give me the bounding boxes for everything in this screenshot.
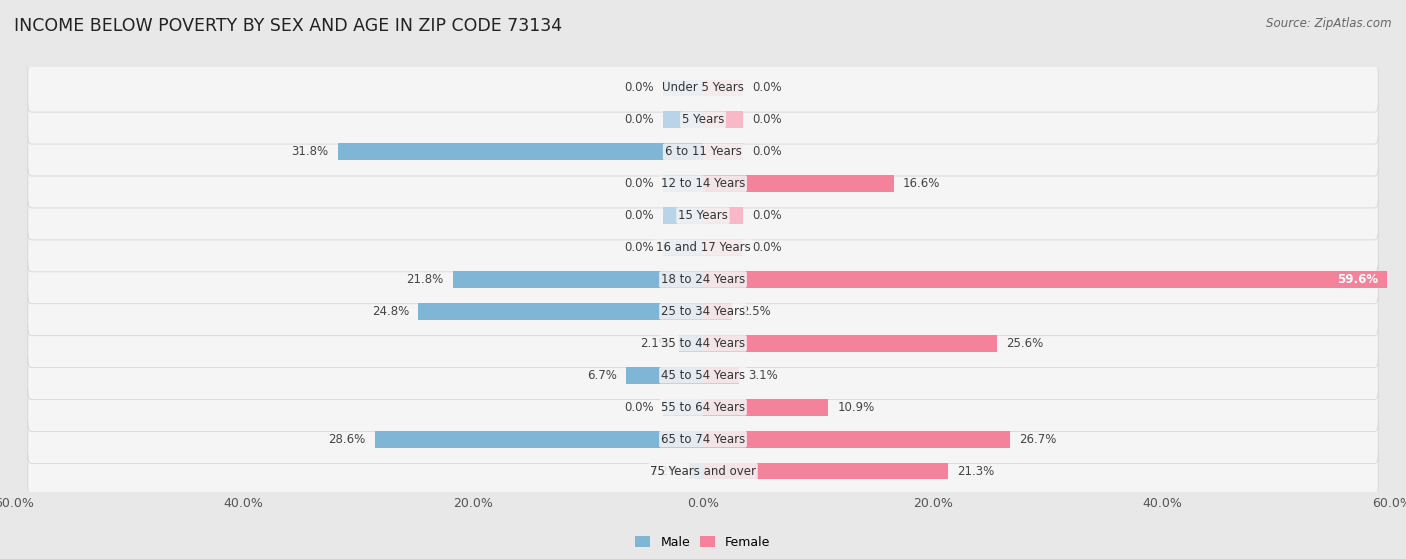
Text: 35 to 44 Years: 35 to 44 Years bbox=[661, 337, 745, 350]
Bar bbox=[703, 207, 744, 224]
Text: 15 Years: 15 Years bbox=[678, 209, 728, 222]
FancyBboxPatch shape bbox=[28, 191, 1378, 240]
Text: 2.5%: 2.5% bbox=[741, 305, 770, 318]
Bar bbox=[703, 111, 744, 128]
Text: 28.6%: 28.6% bbox=[328, 433, 366, 446]
Text: 6.7%: 6.7% bbox=[588, 369, 617, 382]
Text: 16.6%: 16.6% bbox=[903, 177, 941, 190]
Bar bbox=[662, 111, 703, 128]
Text: 0.0%: 0.0% bbox=[752, 113, 782, 126]
Text: 0.0%: 0.0% bbox=[624, 82, 654, 94]
Text: 26.7%: 26.7% bbox=[1019, 433, 1056, 446]
Bar bbox=[337, 144, 703, 160]
Bar bbox=[662, 239, 703, 256]
Text: 0.0%: 0.0% bbox=[752, 82, 782, 94]
Text: 21.3%: 21.3% bbox=[956, 465, 994, 477]
Text: 45 to 54 Years: 45 to 54 Years bbox=[661, 369, 745, 382]
Bar bbox=[626, 367, 703, 383]
Bar bbox=[662, 79, 703, 96]
FancyBboxPatch shape bbox=[28, 415, 1378, 463]
FancyBboxPatch shape bbox=[28, 319, 1378, 368]
Text: 1.2%: 1.2% bbox=[650, 465, 681, 477]
Bar bbox=[374, 431, 703, 448]
FancyBboxPatch shape bbox=[28, 351, 1378, 400]
Bar bbox=[703, 463, 948, 480]
Bar bbox=[418, 303, 703, 320]
Text: 65 to 74 Years: 65 to 74 Years bbox=[661, 433, 745, 446]
Text: 21.8%: 21.8% bbox=[406, 273, 443, 286]
Bar bbox=[453, 271, 703, 288]
Text: 75 Years and over: 75 Years and over bbox=[650, 465, 756, 477]
Text: 0.0%: 0.0% bbox=[752, 241, 782, 254]
Text: 10.9%: 10.9% bbox=[838, 401, 875, 414]
Text: 3.1%: 3.1% bbox=[748, 369, 778, 382]
Bar bbox=[703, 303, 731, 320]
Bar bbox=[703, 367, 738, 383]
FancyBboxPatch shape bbox=[28, 96, 1378, 144]
Text: 2.1%: 2.1% bbox=[640, 337, 669, 350]
FancyBboxPatch shape bbox=[28, 255, 1378, 304]
Text: 0.0%: 0.0% bbox=[624, 177, 654, 190]
Bar bbox=[703, 144, 744, 160]
Text: 0.0%: 0.0% bbox=[624, 209, 654, 222]
Bar bbox=[679, 335, 703, 352]
Text: Under 5 Years: Under 5 Years bbox=[662, 82, 744, 94]
Text: 31.8%: 31.8% bbox=[291, 145, 329, 158]
FancyBboxPatch shape bbox=[28, 223, 1378, 272]
Text: 0.0%: 0.0% bbox=[752, 145, 782, 158]
FancyBboxPatch shape bbox=[28, 287, 1378, 336]
Legend: Male, Female: Male, Female bbox=[630, 530, 776, 553]
Bar bbox=[703, 271, 1388, 288]
Bar bbox=[662, 176, 703, 192]
Text: 55 to 64 Years: 55 to 64 Years bbox=[661, 401, 745, 414]
Bar bbox=[703, 79, 744, 96]
FancyBboxPatch shape bbox=[28, 159, 1378, 208]
Text: 5 Years: 5 Years bbox=[682, 113, 724, 126]
FancyBboxPatch shape bbox=[28, 383, 1378, 432]
Text: INCOME BELOW POVERTY BY SEX AND AGE IN ZIP CODE 73134: INCOME BELOW POVERTY BY SEX AND AGE IN Z… bbox=[14, 17, 562, 35]
Text: 59.6%: 59.6% bbox=[1337, 273, 1378, 286]
Text: 0.0%: 0.0% bbox=[624, 401, 654, 414]
FancyBboxPatch shape bbox=[28, 64, 1378, 112]
Bar bbox=[662, 399, 703, 415]
Bar bbox=[662, 207, 703, 224]
FancyBboxPatch shape bbox=[28, 127, 1378, 176]
Text: 18 to 24 Years: 18 to 24 Years bbox=[661, 273, 745, 286]
Bar bbox=[689, 463, 703, 480]
Text: 0.0%: 0.0% bbox=[624, 241, 654, 254]
FancyBboxPatch shape bbox=[28, 447, 1378, 495]
Text: Source: ZipAtlas.com: Source: ZipAtlas.com bbox=[1267, 17, 1392, 30]
Text: 6 to 11 Years: 6 to 11 Years bbox=[665, 145, 741, 158]
Bar bbox=[703, 431, 1010, 448]
Text: 12 to 14 Years: 12 to 14 Years bbox=[661, 177, 745, 190]
Bar bbox=[703, 335, 997, 352]
Bar bbox=[703, 399, 828, 415]
Bar bbox=[703, 176, 894, 192]
Text: 0.0%: 0.0% bbox=[752, 209, 782, 222]
Bar bbox=[703, 239, 744, 256]
Text: 25 to 34 Years: 25 to 34 Years bbox=[661, 305, 745, 318]
Text: 16 and 17 Years: 16 and 17 Years bbox=[655, 241, 751, 254]
Text: 24.8%: 24.8% bbox=[371, 305, 409, 318]
Text: 0.0%: 0.0% bbox=[624, 113, 654, 126]
Text: 25.6%: 25.6% bbox=[1007, 337, 1043, 350]
